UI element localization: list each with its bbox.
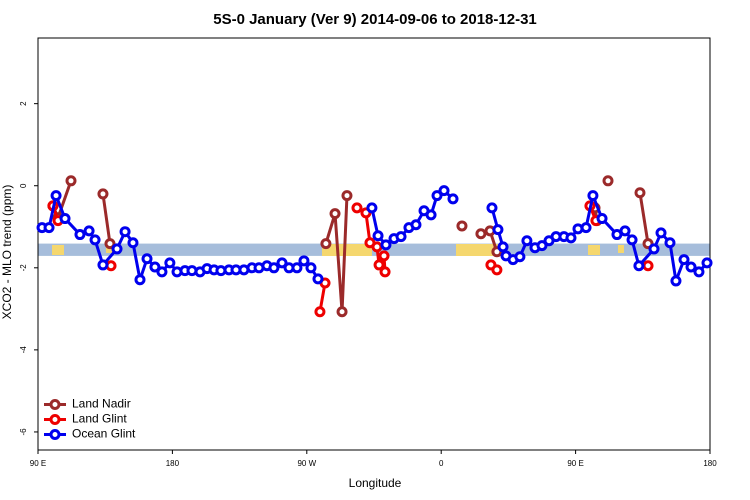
data-point xyxy=(379,266,391,278)
data-point xyxy=(268,262,280,274)
data-point xyxy=(164,257,176,269)
data-point xyxy=(431,190,443,202)
data-point xyxy=(410,219,422,231)
data-point xyxy=(596,213,608,225)
data-point xyxy=(633,260,645,272)
data-point xyxy=(685,261,697,273)
plot-frame xyxy=(37,37,711,451)
data-point xyxy=(97,188,109,200)
data-point xyxy=(492,224,504,236)
x-tick-label: 0 xyxy=(439,459,444,468)
data-point xyxy=(580,222,592,234)
data-point xyxy=(50,190,62,202)
x-tick-label: 90 W xyxy=(297,459,316,468)
data-point xyxy=(565,232,577,244)
data-point xyxy=(497,241,509,253)
legend-label: Ocean Glint xyxy=(72,427,136,441)
data-point xyxy=(380,239,392,251)
y-tick-label: -6 xyxy=(19,428,28,436)
data-point xyxy=(642,260,654,272)
data-point xyxy=(395,231,407,243)
data-point xyxy=(89,234,101,246)
x-axis-label: Longitude xyxy=(349,476,402,490)
data-point xyxy=(701,257,713,269)
data-point xyxy=(425,209,437,221)
data-point xyxy=(149,261,161,273)
x-tick-label: 180 xyxy=(166,459,180,468)
y-axis-label: XCO2 - MLO trend (ppm) xyxy=(0,185,14,320)
data-point xyxy=(693,266,705,278)
chart-title: 5S-0 January (Ver 9) 2014-09-06 to 2018-… xyxy=(213,11,537,28)
data-point xyxy=(648,243,660,255)
data-point xyxy=(320,238,332,250)
y-tick-label: -4 xyxy=(19,346,28,354)
data-point xyxy=(373,259,385,271)
data-point xyxy=(305,262,317,274)
data-point xyxy=(619,225,631,237)
data-point xyxy=(65,175,77,187)
data-point xyxy=(475,228,487,240)
data-point xyxy=(134,274,146,286)
data-point xyxy=(111,243,123,255)
legend-marker xyxy=(49,429,61,440)
data-point xyxy=(486,202,498,214)
legend-marker xyxy=(49,414,61,425)
data-point xyxy=(366,202,378,214)
data-point xyxy=(372,230,384,242)
data-point xyxy=(83,225,95,237)
data-point xyxy=(329,208,341,220)
x-tick-label: 180 xyxy=(703,459,717,468)
data-point xyxy=(291,262,303,274)
land-patch xyxy=(322,244,372,256)
data-point xyxy=(447,193,459,205)
data-point xyxy=(456,220,468,232)
data-point xyxy=(341,190,353,202)
land-patch xyxy=(618,245,624,253)
data-point xyxy=(664,237,676,249)
data-point xyxy=(43,222,55,234)
data-point xyxy=(438,185,450,197)
data-point xyxy=(634,187,646,199)
data-point xyxy=(626,234,638,246)
data-point xyxy=(336,306,348,318)
legend-marker xyxy=(49,399,61,410)
data-point xyxy=(536,240,548,252)
data-point xyxy=(670,275,682,287)
data-point xyxy=(351,202,363,214)
legend-label: Land Glint xyxy=(72,412,127,426)
data-point xyxy=(59,213,71,225)
data-point xyxy=(314,306,326,318)
land-patch xyxy=(52,245,64,255)
data-point xyxy=(141,253,153,265)
data-point xyxy=(371,241,383,253)
data-point xyxy=(678,254,690,266)
data-point xyxy=(156,266,168,278)
data-point xyxy=(655,227,667,239)
data-point xyxy=(491,264,503,276)
data-point xyxy=(97,259,109,271)
data-point xyxy=(298,255,310,267)
data-point xyxy=(602,175,614,187)
data-point xyxy=(514,251,526,263)
data-point xyxy=(312,273,324,285)
legend-label: Land Nadir xyxy=(72,397,131,411)
y-tick-label: 0 xyxy=(19,183,28,188)
land-patch xyxy=(106,245,116,253)
data-point xyxy=(521,235,533,247)
data-point xyxy=(276,257,288,269)
data-point xyxy=(119,226,131,238)
x-tick-label: 90 E xyxy=(30,459,46,468)
data-point xyxy=(104,238,116,250)
y-tick-label: 2 xyxy=(19,101,28,106)
data-point xyxy=(127,237,139,249)
data-point xyxy=(378,250,390,262)
data-point xyxy=(74,229,86,241)
y-tick-label: -2 xyxy=(19,264,28,272)
data-point xyxy=(587,190,599,202)
x-tick-label: 90 E xyxy=(567,459,583,468)
land-patch xyxy=(588,245,600,255)
